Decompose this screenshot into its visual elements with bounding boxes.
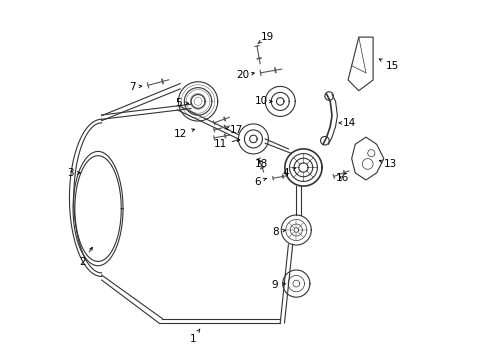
Text: 13: 13 — [379, 159, 396, 169]
Text: 19: 19 — [257, 32, 273, 44]
Text: 7: 7 — [129, 82, 142, 92]
Text: 5: 5 — [175, 98, 188, 108]
Text: 6: 6 — [253, 177, 266, 187]
Text: 2: 2 — [79, 247, 92, 267]
Text: 11: 11 — [213, 139, 239, 149]
Text: 15: 15 — [379, 59, 398, 71]
Text: 8: 8 — [271, 227, 285, 237]
Text: 14: 14 — [338, 118, 355, 128]
Text: 4: 4 — [282, 168, 295, 178]
Text: 10: 10 — [254, 96, 272, 107]
Text: 3: 3 — [67, 168, 80, 178]
Text: 17: 17 — [225, 125, 243, 135]
Text: 20: 20 — [236, 70, 254, 80]
Text: 16: 16 — [335, 173, 348, 183]
Text: 9: 9 — [271, 280, 285, 291]
Text: 12: 12 — [174, 129, 194, 139]
Text: 1: 1 — [189, 329, 200, 344]
Text: 18: 18 — [255, 159, 268, 169]
